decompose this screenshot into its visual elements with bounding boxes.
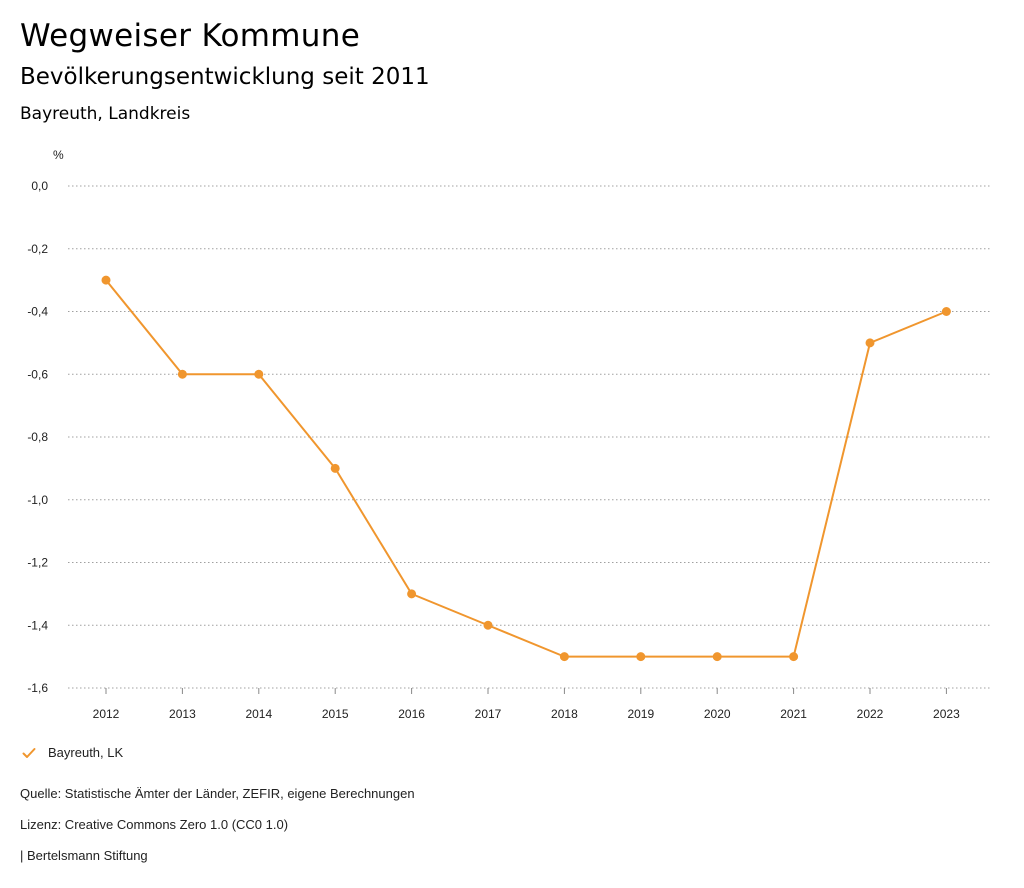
x-tick-label: 2023 [933,707,960,721]
y-tick-label: -1,6 [27,681,48,695]
license-note: Lizenz: Creative Commons Zero 1.0 (CC0 1… [20,817,289,832]
chart-legend[interactable]: Bayreuth, LK [22,745,123,760]
data-point-2015[interactable] [330,463,340,473]
data-point-2012[interactable] [101,275,111,285]
data-point-2016[interactable] [407,589,417,599]
y-tick-label: -0,8 [27,430,48,444]
data-point-2013[interactable] [177,369,187,379]
x-tick-label: 2012 [93,707,120,721]
publisher-note: | Bertelsmann Stiftung [20,848,148,863]
x-tick-label: 2022 [857,707,884,721]
data-point-2014[interactable] [254,369,264,379]
legend-label: Bayreuth, LK [48,745,124,760]
page-title: Wegweiser Kommune [20,18,361,54]
chart-subtitle: Bevölkerungsentwicklung seit 2011 [20,64,430,90]
x-tick-label: 2013 [169,707,196,721]
data-point-2019[interactable] [636,652,646,662]
check-icon [22,747,36,758]
x-tick-label: 2016 [398,707,425,721]
y-tick-label: -0,2 [27,242,48,256]
x-tick-label: 2015 [322,707,349,721]
source-note: Quelle: Statistische Ämter der Länder, Z… [20,786,415,801]
y-axis-label: % [53,148,64,162]
region-label: Bayreuth, Landkreis [20,104,191,124]
y-tick-label: -0,6 [27,367,48,381]
y-tick-label: -0,4 [27,305,48,319]
data-point-2017[interactable] [483,620,493,630]
y-tick-label: -1,4 [27,618,48,632]
data-point-2022[interactable] [865,338,875,348]
x-tick-label: 2019 [627,707,654,721]
y-tick-label: 0,0 [31,179,48,193]
line-chart: % 0,0 -0,2 -0,4 -0,6 -0,8 -1,0 -1,2 -1,4 -1,6 20… [27,148,990,721]
x-tick-label: 2017 [475,707,502,721]
x-tick-label: 2021 [780,707,807,721]
x-tick-label: 2020 [704,707,731,721]
series-line [105,279,947,658]
data-point-2018[interactable] [559,652,569,662]
data-point-2021[interactable] [789,652,799,662]
data-point-2020[interactable] [712,652,722,662]
x-tick-label: 2018 [551,707,578,721]
x-tick-label: 2014 [245,707,272,721]
data-point-2023[interactable] [941,307,951,316]
y-tick-label: -1,2 [27,556,48,570]
y-tick-label: -1,0 [27,493,48,507]
